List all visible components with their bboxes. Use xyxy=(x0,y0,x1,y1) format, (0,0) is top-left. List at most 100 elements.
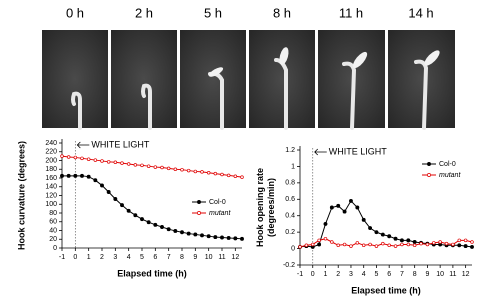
y-tick-label: 220 xyxy=(45,149,57,156)
data-point xyxy=(226,173,231,178)
x-tick-label: 10 xyxy=(205,254,213,261)
y-tick-label: 160 xyxy=(45,175,57,182)
y-tick-label: 200 xyxy=(45,157,57,164)
data-point xyxy=(330,240,334,244)
photo xyxy=(42,30,108,128)
x-tick-label: 12 xyxy=(231,254,239,261)
y-tick-label: -0.2 xyxy=(283,262,295,269)
data-point xyxy=(374,230,379,235)
data-point xyxy=(93,178,98,183)
legend-label: Col-0 xyxy=(209,199,226,206)
data-point xyxy=(146,220,151,225)
data-point xyxy=(73,173,78,178)
cotyledon xyxy=(352,51,368,69)
data-point xyxy=(399,238,404,243)
data-point xyxy=(425,242,430,247)
data-point xyxy=(463,244,468,249)
data-point xyxy=(323,236,328,241)
legend-label: mutant xyxy=(209,210,231,217)
y-axis-title: Hook opening rate xyxy=(255,168,265,247)
data-point xyxy=(438,240,442,244)
legend-label: Col-0 xyxy=(439,161,456,168)
data-point xyxy=(113,197,118,201)
data-point xyxy=(342,242,347,247)
data-point xyxy=(60,154,64,158)
x-tick-label: 11 xyxy=(218,254,225,261)
data-point xyxy=(457,238,462,243)
annotation: WHITE LIGHT xyxy=(329,146,388,156)
photo-label: 2 h xyxy=(135,5,153,20)
data-point xyxy=(393,236,398,241)
y-tick-label: 80 xyxy=(49,210,57,217)
x-tick-label: 6 xyxy=(387,271,391,278)
data-point xyxy=(240,236,244,241)
x-tick-label: 4 xyxy=(362,271,366,278)
x-tick-label: 8 xyxy=(180,254,184,261)
data-point xyxy=(180,167,184,172)
seedling xyxy=(342,61,357,130)
data-point xyxy=(387,234,392,239)
photo xyxy=(249,30,315,128)
y-axis-title: Hook curvature (degrees) xyxy=(16,141,26,250)
y-tick-label: 0.4 xyxy=(285,213,295,220)
y-tick-label: 0.6 xyxy=(285,196,295,203)
data-point xyxy=(186,168,191,173)
data-point xyxy=(186,231,191,236)
data-point xyxy=(220,235,224,240)
data-point xyxy=(349,244,353,248)
data-point xyxy=(166,227,171,232)
x-tick-label: 0 xyxy=(311,271,315,278)
x-tick-label: 4 xyxy=(127,254,131,261)
data-point xyxy=(200,233,204,238)
series-line xyxy=(299,200,473,248)
data-point xyxy=(355,205,360,210)
data-point xyxy=(470,240,474,244)
x-tick-label: 0 xyxy=(73,254,77,261)
data-point xyxy=(93,158,98,162)
data-point xyxy=(368,242,372,247)
y-tick-label: 0.8 xyxy=(285,180,295,187)
data-point xyxy=(80,156,84,161)
x-tick-label: -1 xyxy=(297,271,303,278)
data-point xyxy=(153,222,158,227)
data-point xyxy=(66,155,71,159)
x-tick-label: 2 xyxy=(336,271,340,278)
y-tick-label: 240 xyxy=(45,140,57,147)
data-point xyxy=(444,241,449,246)
legend-marker xyxy=(427,173,431,177)
data-point xyxy=(432,241,436,245)
photo-label: 8 h xyxy=(273,5,291,20)
data-point xyxy=(206,234,211,239)
data-point xyxy=(193,232,198,237)
data-point xyxy=(226,235,231,240)
x-tick-label: 3 xyxy=(113,254,117,261)
y-axis-title: (degrees/min) xyxy=(266,178,276,237)
y-tick-label: 60 xyxy=(49,219,57,226)
data-point xyxy=(355,241,360,245)
data-point xyxy=(106,160,111,164)
data-point xyxy=(304,243,309,248)
data-point xyxy=(393,244,398,248)
data-point xyxy=(336,203,341,208)
data-point xyxy=(329,205,334,210)
x-tick-label: 7 xyxy=(400,271,404,278)
data-point xyxy=(153,165,158,169)
legend-marker xyxy=(197,200,201,204)
data-point xyxy=(336,243,340,248)
annotation: WHITE LIGHT xyxy=(91,139,150,149)
y-tick-label: 0 xyxy=(53,245,57,252)
legend-marker xyxy=(197,211,201,215)
data-point xyxy=(412,240,417,244)
data-point xyxy=(120,161,124,165)
legend-label: mutant xyxy=(439,172,461,179)
x-tick-label: 10 xyxy=(436,271,444,278)
data-point xyxy=(60,173,64,178)
data-point xyxy=(106,190,111,194)
data-point xyxy=(317,238,321,243)
data-point xyxy=(240,175,244,179)
data-point xyxy=(140,163,144,168)
data-point xyxy=(412,243,417,248)
data-point xyxy=(173,167,178,172)
data-point xyxy=(133,163,138,167)
